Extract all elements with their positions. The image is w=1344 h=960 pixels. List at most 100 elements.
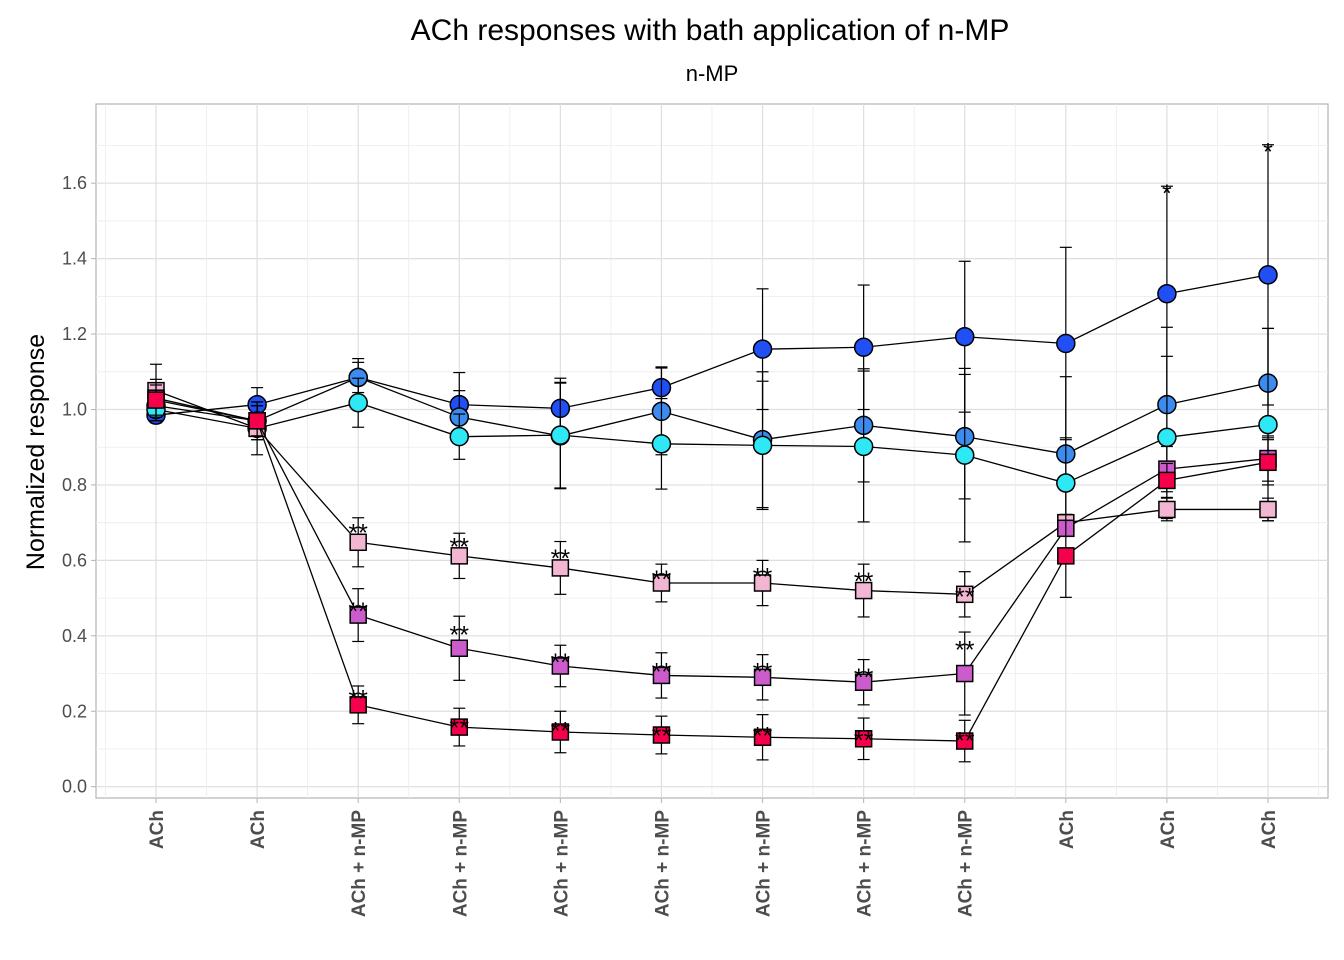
- data-point: [147, 391, 165, 409]
- data-point: [349, 606, 367, 624]
- significance-marker: **: [753, 658, 773, 686]
- data-point: [1158, 471, 1176, 490]
- data-point: [551, 723, 570, 741]
- significance-marker: **: [854, 568, 874, 596]
- data-point: [1258, 265, 1278, 285]
- y-tick-label: 1.0: [62, 400, 87, 420]
- data-point: [349, 533, 367, 552]
- x-tick-label: ACh + n-MP: [551, 810, 572, 917]
- y-tick-label: 0.6: [62, 550, 87, 570]
- significance-marker: **: [955, 728, 975, 756]
- data-point: [652, 666, 671, 685]
- data-point: [450, 718, 469, 736]
- data-point: [349, 696, 367, 714]
- chart-title: ACh responses with bath application of n…: [411, 14, 1010, 47]
- data-point: [752, 435, 773, 456]
- data-point: [753, 574, 772, 592]
- series-line: [155, 399, 1269, 742]
- significance-marker: **: [551, 718, 571, 746]
- y-tick-label: 0.0: [62, 777, 87, 797]
- data-point: [248, 412, 266, 430]
- data-point: [651, 434, 672, 454]
- data-point: [1259, 453, 1277, 472]
- significance-marker: **: [450, 715, 470, 743]
- significance-marker: **: [753, 722, 773, 750]
- significance-marker: **: [854, 664, 874, 692]
- x-tick-label: ACh: [1057, 810, 1078, 849]
- data-point: [753, 668, 772, 687]
- data-point: [450, 639, 469, 658]
- significance-marker: **: [753, 564, 773, 592]
- x-tick-label: ACh + n-MP: [349, 810, 370, 917]
- data-point: [955, 664, 974, 683]
- series-line: [155, 402, 1269, 484]
- x-tick-label: ACh + n-MP: [956, 810, 977, 917]
- data-point: [1056, 473, 1076, 493]
- data-point: [652, 726, 671, 744]
- data-point: [854, 581, 873, 600]
- y-tick-label: 0.8: [62, 475, 87, 495]
- significance-marker: **: [652, 722, 672, 750]
- x-tick-label: ACh + n-MP: [754, 810, 775, 917]
- data-point: [1157, 427, 1177, 448]
- data-point: [753, 728, 772, 747]
- data-point: [954, 445, 975, 465]
- significance-marker: **: [551, 649, 571, 677]
- y-tick-label: 1.4: [62, 249, 87, 269]
- data-point: [955, 732, 974, 750]
- data-point: [854, 673, 873, 691]
- data-point: [854, 730, 873, 748]
- x-tick-label: ACh: [1259, 810, 1280, 849]
- data-point: [853, 436, 874, 457]
- y-axis-ticks: 0.0 0.2 0.4 0.6 0.8 1.0 1.2 1.4 1.6: [62, 173, 96, 797]
- y-tick-label: 0.2: [62, 701, 87, 721]
- data-point: [1158, 500, 1176, 519]
- significance-marker: **: [854, 727, 874, 755]
- significance-marker: **: [955, 636, 975, 664]
- significance-marker: *: [1263, 139, 1273, 167]
- y-axis-label: Normalized response: [22, 334, 50, 570]
- data-point: [955, 585, 974, 604]
- x-tick-label: ACh: [147, 810, 168, 849]
- significance-marker: **: [652, 566, 672, 594]
- significance-marker: **: [348, 686, 368, 714]
- significance-marker: **: [551, 545, 571, 573]
- series-3: [146, 327, 1278, 543]
- data-point: [449, 426, 470, 447]
- data-point: [853, 337, 874, 358]
- x-tick-label: ACh + n-MP: [450, 810, 471, 917]
- data-series: [146, 144, 1278, 763]
- data-point: [551, 559, 570, 577]
- significance-annotations: ****************************************…: [348, 139, 1273, 756]
- data-point: [1057, 547, 1075, 565]
- data-point: [752, 339, 773, 359]
- series-6: [147, 384, 1277, 763]
- data-point: [550, 425, 571, 445]
- significance-marker: *: [1162, 180, 1172, 208]
- chart-subtitle: n-MP: [686, 61, 739, 86]
- data-point: [348, 392, 368, 413]
- data-point: [1157, 283, 1177, 304]
- series-line: [155, 397, 1269, 683]
- x-tick-label: ACh + n-MP: [652, 810, 673, 917]
- x-tick-label: ACh: [1158, 810, 1179, 849]
- series-line: [155, 390, 1268, 595]
- significance-marker: **: [652, 658, 672, 686]
- data-point: [450, 547, 469, 565]
- data-point: [1258, 414, 1278, 435]
- y-tick-label: 1.6: [62, 173, 87, 193]
- significance-marker: **: [348, 598, 368, 626]
- data-point: [954, 326, 975, 347]
- data-point: [551, 657, 570, 675]
- significance-marker: **: [450, 621, 470, 649]
- data-point: [1259, 500, 1277, 519]
- data-point: [1056, 333, 1076, 354]
- data-point: [652, 574, 671, 592]
- significance-marker: **: [348, 520, 368, 548]
- y-tick-label: 0.4: [62, 626, 87, 646]
- x-tick-label: ACh: [248, 810, 269, 849]
- significance-marker: **: [450, 534, 470, 562]
- x-axis-ticks: ACh ACh ACh + n-MP ACh + n-MP ACh + n-MP ACh …: [147, 798, 1280, 917]
- significance-marker: **: [955, 584, 975, 612]
